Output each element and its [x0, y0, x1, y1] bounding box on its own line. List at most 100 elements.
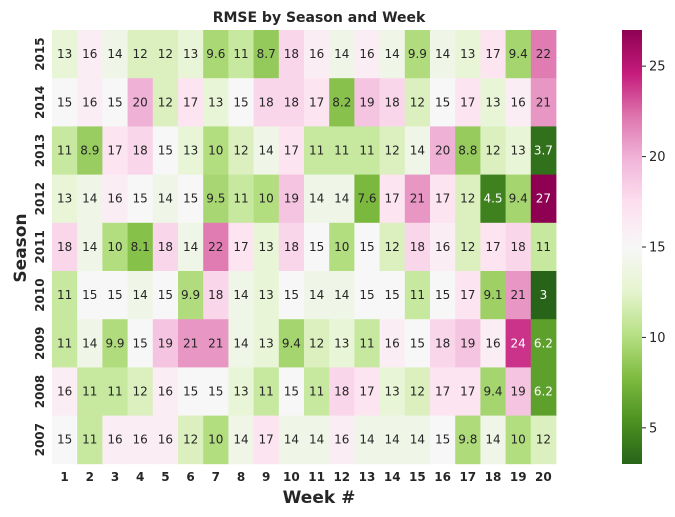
x-tick-label: 12 [333, 470, 350, 484]
cell-value-label: 16 [359, 47, 374, 61]
heatmap-cell [102, 367, 128, 416]
cell-value-label: 14 [410, 144, 425, 158]
heatmap-cell [228, 78, 254, 127]
heatmap-cell [430, 78, 456, 127]
heatmap-cell [430, 319, 456, 368]
x-tick-label: 4 [136, 470, 144, 484]
heatmap-cell [354, 271, 380, 320]
cell-value-label: 10 [208, 144, 223, 158]
heatmap-cell [354, 367, 380, 416]
heatmap-cell [530, 126, 557, 175]
cell-value-label: 22 [208, 240, 223, 254]
heatmap-cell [455, 30, 481, 79]
cell-value-label: 9.8 [458, 433, 477, 447]
heatmap-cell [354, 222, 380, 272]
cell-value-label: 14 [233, 433, 248, 447]
cell-value-label: 11 [536, 240, 551, 254]
heatmap-cell [77, 415, 103, 465]
cell-value-label: 15 [284, 385, 299, 399]
cell-value-label: 16 [511, 95, 526, 109]
cell-value-label: 12 [410, 385, 425, 399]
cell-value-label: 8.7 [257, 47, 276, 61]
y-tick-label: 2009 [33, 327, 47, 360]
heatmap-cell [329, 415, 355, 465]
heatmap-cell [77, 271, 103, 320]
x-tick-label: 6 [186, 470, 194, 484]
heatmap-cell [379, 126, 406, 175]
heatmap-cell [152, 415, 179, 465]
chart-title: RMSE by Season and Week [213, 10, 426, 26]
cell-value-label: 17 [359, 385, 374, 399]
cell-value-label: 12 [158, 47, 173, 61]
cell-value-label: 14 [233, 336, 248, 350]
cell-value-label: 14 [385, 47, 400, 61]
heatmap-cell [354, 126, 380, 175]
cell-value-label: 10 [107, 240, 122, 254]
heatmap-cell [505, 319, 532, 368]
colorbar-ticks: 5 10 15 20 25 [642, 60, 666, 436]
heatmap-cell [253, 415, 280, 465]
cell-value-label: 13 [183, 144, 198, 158]
cell-value-label: 14 [284, 433, 299, 447]
x-tick-label: 9 [262, 470, 270, 484]
heatmap-cell [404, 319, 431, 368]
cell-value-label: 14 [183, 240, 198, 254]
cell-value-label: 12 [410, 95, 425, 109]
heatmap-cell [480, 30, 506, 79]
y-tick-label: 2014 [33, 86, 47, 119]
x-tick-label: 8 [237, 470, 245, 484]
heatmap-cell [203, 222, 229, 272]
cell-value-label: 17 [460, 385, 475, 399]
heatmap-cell [102, 415, 128, 465]
heatmap-cell [152, 30, 179, 79]
heatmap-cell [480, 222, 506, 272]
cell-value-label: 15 [284, 288, 299, 302]
heatmap-cell [505, 222, 532, 272]
cell-value-label: 6.2 [534, 385, 553, 399]
heatmap-cell [203, 30, 229, 79]
cell-value-label: 8.1 [131, 240, 150, 254]
x-axis-ticks: 1 2 3 4 5 6 7 8 9 10 11 12 13 14 15 16 17 18 19 20 [60, 470, 551, 484]
cell-value-label: 12 [536, 433, 551, 447]
cell-value-label: 24 [511, 336, 526, 350]
heatmap-cell [505, 367, 532, 416]
cell-value-label: 13 [57, 47, 72, 61]
cell-value-label: 9.9 [105, 336, 124, 350]
heatmap-cell [455, 78, 481, 127]
heatmap-cell [304, 174, 330, 224]
heatmap-cell [329, 30, 355, 79]
cell-value-label: 8.8 [458, 144, 477, 158]
y-tick-label: 2008 [33, 375, 47, 408]
cell-value-label: 18 [208, 288, 223, 302]
heatmap-cell [228, 319, 254, 368]
heatmap-cell [178, 415, 204, 465]
cell-value-label: 12 [183, 433, 198, 447]
heatmap-cell [278, 174, 305, 224]
heatmap-cell [329, 222, 355, 272]
cell-value-label: 14 [334, 47, 349, 61]
cell-value-label: 17 [435, 192, 450, 206]
cell-value-label: 18 [284, 95, 299, 109]
heatmap-cell [430, 174, 456, 224]
heatmap-cell [455, 174, 481, 224]
heatmap-cell [329, 367, 355, 416]
heatmap-cell [304, 30, 330, 79]
cell-value-label: 13 [511, 144, 526, 158]
cell-value-label: 11 [233, 192, 248, 206]
cell-value-label: 17 [485, 240, 500, 254]
x-tick-label: 2 [86, 470, 94, 484]
cell-value-label: 13 [485, 95, 500, 109]
y-tick-label: 2015 [33, 37, 47, 70]
heatmap-cell [354, 78, 380, 127]
cell-value-label: 13 [460, 47, 475, 61]
cell-value-label: 17 [259, 433, 274, 447]
heatmap-cell [152, 78, 179, 127]
heatmap-cell [203, 126, 229, 175]
heatmap-cell [505, 78, 532, 127]
heatmap-cell [379, 367, 406, 416]
heatmap-cell [77, 319, 103, 368]
cell-value-label: 17 [385, 192, 400, 206]
cell-value-label: 12 [460, 240, 475, 254]
cell-value-label: 16 [309, 47, 324, 61]
cell-value-label: 16 [57, 385, 72, 399]
